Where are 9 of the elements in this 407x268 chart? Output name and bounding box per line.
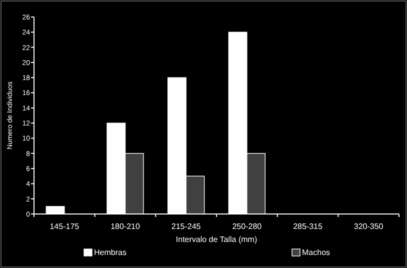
x-tick-label: 145-175	[50, 222, 80, 231]
x-tick-label: 250-280	[232, 222, 262, 231]
x-tick-label: 320-350	[354, 222, 384, 231]
x-axis-title: Intervalo de Talla (mm)	[176, 235, 258, 244]
x-tick-label: 180-210	[110, 222, 140, 231]
x-tick-label: 215-245	[171, 222, 202, 231]
legend-label: Machos	[302, 248, 330, 257]
x-tick-label: 285-315	[293, 222, 323, 231]
legend-label: Hembras	[94, 248, 126, 257]
